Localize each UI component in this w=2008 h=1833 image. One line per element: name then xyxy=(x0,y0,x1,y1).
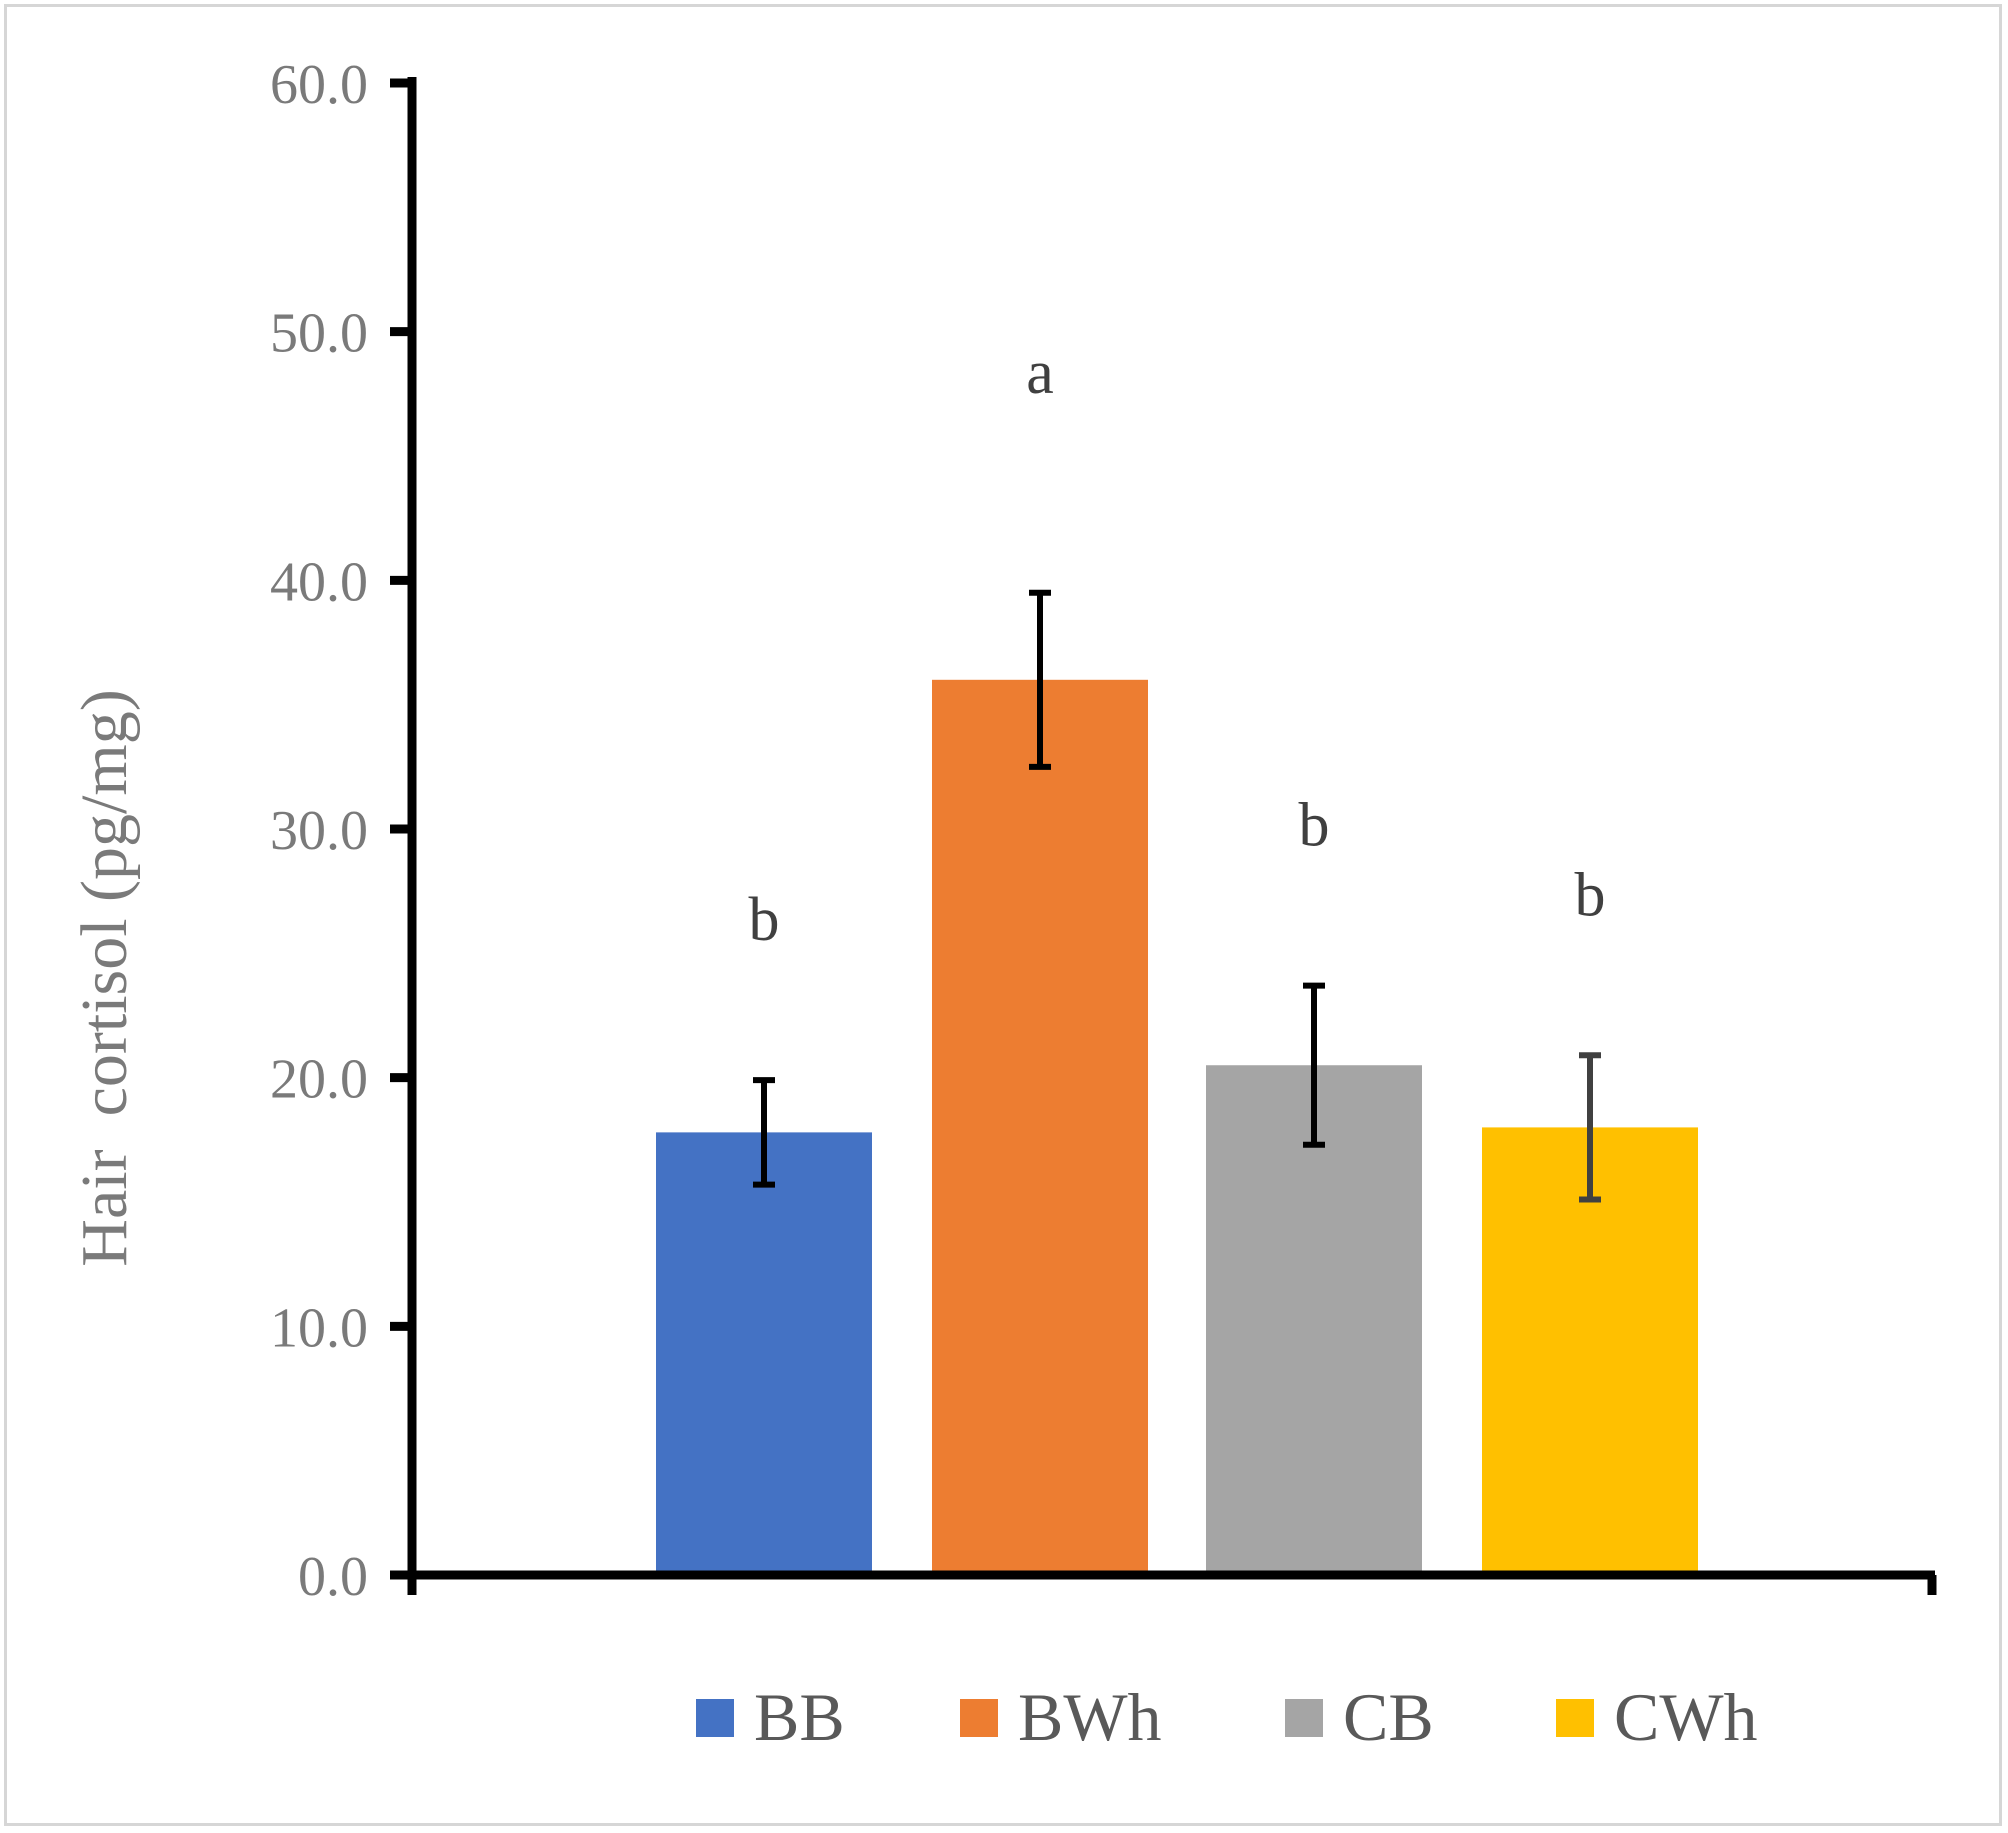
bar-bwh xyxy=(932,679,1148,1575)
y-tick-label: 60.0 xyxy=(270,54,368,116)
significance-labels: b a b b xyxy=(749,339,1606,954)
bar-bb xyxy=(656,1132,872,1575)
legend-label-cwh: CWh xyxy=(1614,1679,1758,1755)
y-tick-label: 50.0 xyxy=(270,303,368,365)
y-tick-label: 30.0 xyxy=(270,800,368,862)
legend-swatch-bwh xyxy=(960,1699,998,1737)
error-bars xyxy=(753,589,1601,1203)
y-tick-label: 20.0 xyxy=(270,1049,368,1111)
legend-label-cb: CB xyxy=(1343,1679,1434,1755)
legend-swatch-cwh xyxy=(1556,1699,1594,1737)
y-axis-title: Hair cortisol (pg/mg) xyxy=(68,689,141,1266)
y-axis-ticks: 0.0 10.0 20.0 30.0 40.0 50.0 60.0 xyxy=(270,54,412,1608)
legend: BB BWh CB CWh xyxy=(696,1679,1758,1755)
bars xyxy=(656,679,1698,1575)
legend-swatch-bb xyxy=(696,1699,734,1737)
y-tick-label: 40.0 xyxy=(270,551,368,613)
significance-label: b xyxy=(1575,861,1606,929)
significance-label: b xyxy=(749,886,780,954)
significance-label: a xyxy=(1026,339,1054,407)
legend-label-bb: BB xyxy=(754,1679,845,1755)
y-tick-label: 10.0 xyxy=(270,1297,368,1359)
significance-label: b xyxy=(1299,792,1330,860)
bar-cb xyxy=(1206,1065,1422,1575)
y-tick-label: 0.0 xyxy=(298,1546,368,1608)
legend-swatch-cb xyxy=(1285,1699,1323,1737)
legend-label-bwh: BWh xyxy=(1018,1679,1162,1755)
